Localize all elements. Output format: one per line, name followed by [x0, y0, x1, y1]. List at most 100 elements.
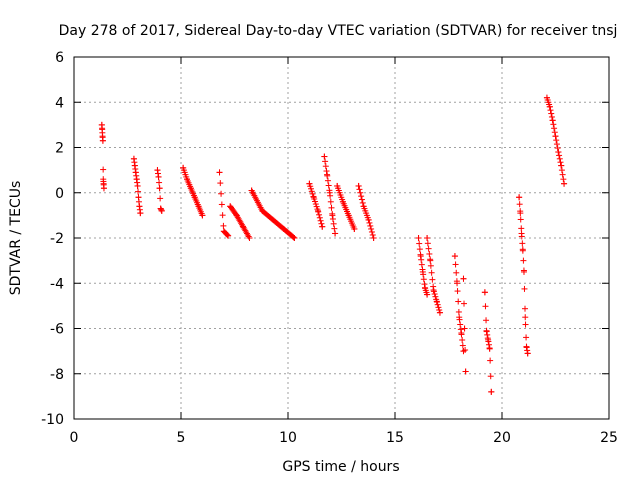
data-point [358, 196, 365, 203]
data-point [524, 350, 531, 357]
data-point [452, 261, 459, 268]
data-point [547, 107, 554, 114]
y-axis-label: SDTVAR / TECUs [8, 181, 24, 296]
data-point [154, 167, 161, 174]
data-points [98, 94, 568, 395]
data-point [549, 117, 556, 124]
y-tick-label: -4 [50, 276, 64, 292]
data-point [521, 268, 528, 275]
x-tick-label: 25 [600, 430, 618, 446]
data-point [367, 222, 374, 229]
data-point [187, 185, 194, 192]
data-point [424, 235, 431, 241]
data-point [435, 304, 442, 311]
data-point [325, 182, 332, 189]
data-point [428, 269, 435, 276]
data-point [248, 187, 255, 194]
data-point [436, 307, 443, 314]
data-point [556, 152, 563, 159]
data-point [546, 103, 553, 110]
data-point [516, 194, 523, 201]
data-point [345, 212, 352, 219]
data-point [135, 188, 142, 195]
data-point [517, 216, 524, 223]
data-point [518, 230, 525, 237]
data-point [246, 235, 253, 241]
y-tick-label: 2 [55, 141, 64, 157]
data-point [360, 203, 367, 210]
data-point [485, 336, 492, 343]
data-point [326, 189, 333, 196]
data-point [319, 223, 326, 230]
data-point [461, 300, 468, 307]
y-tick-label: -10 [41, 412, 64, 428]
data-point [459, 342, 466, 349]
data-point [550, 121, 557, 128]
data-point [427, 262, 434, 269]
data-point [429, 276, 436, 283]
data-point [227, 203, 234, 210]
data-point [322, 163, 329, 170]
data-point [314, 207, 321, 214]
data-point [522, 305, 529, 312]
data-point [199, 212, 206, 219]
data-point [417, 253, 424, 260]
data-point [517, 210, 524, 217]
data-point [291, 235, 298, 241]
data-point [482, 303, 489, 310]
data-point [158, 206, 165, 213]
data-point [156, 179, 163, 186]
data-point [99, 137, 106, 144]
data-point [100, 166, 107, 173]
data-point [522, 314, 529, 321]
data-point [433, 298, 440, 305]
data-point [331, 225, 338, 232]
data-point [548, 113, 555, 120]
data-point [454, 288, 461, 295]
data-point [355, 182, 362, 189]
x-tick-label: 0 [70, 430, 79, 446]
data-point [259, 207, 266, 214]
data-point [224, 231, 231, 238]
data-point [133, 176, 140, 183]
data-point [180, 164, 187, 171]
data-point [324, 177, 331, 184]
data-point [420, 276, 427, 283]
data-point [520, 257, 527, 264]
data-point [518, 225, 525, 232]
data-point [488, 388, 495, 395]
data-point [558, 167, 565, 174]
data-point [218, 190, 225, 197]
data-point [454, 280, 461, 287]
data-point [430, 287, 437, 294]
data-point [458, 330, 465, 337]
data-point [461, 325, 468, 332]
data-point [158, 207, 165, 214]
data-point [334, 182, 341, 189]
data-point [457, 321, 464, 328]
data-point [218, 201, 225, 208]
data-point [357, 189, 364, 196]
data-point [421, 284, 428, 291]
data-point [552, 133, 559, 140]
data-point [560, 176, 567, 183]
data-point [290, 234, 297, 241]
x-tick-label: 5 [177, 430, 186, 446]
chart-title: Day 278 of 2017, Sidereal Day-to-day VTE… [59, 23, 618, 39]
data-point [486, 345, 493, 352]
data-point [431, 291, 438, 298]
data-point [316, 211, 323, 218]
data-point [134, 182, 141, 189]
data-point [432, 293, 439, 300]
data-point [132, 169, 139, 176]
data-point [322, 158, 329, 165]
data-point [359, 199, 366, 206]
data-point [136, 203, 143, 210]
data-point [487, 357, 494, 364]
data-point [556, 155, 563, 162]
data-point [416, 240, 423, 247]
data-point [100, 185, 107, 192]
data-point [561, 180, 568, 187]
data-point [220, 228, 227, 235]
data-point [481, 289, 488, 296]
